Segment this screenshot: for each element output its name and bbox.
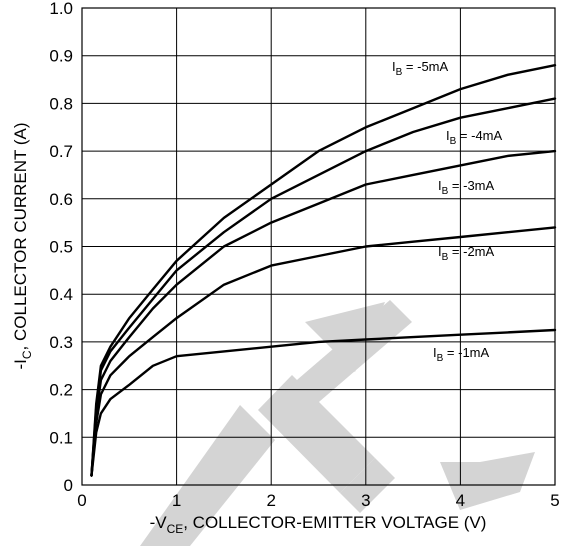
y-tick-label: 0.9 [49,47,73,66]
y-tick-label: 1.0 [49,0,73,18]
grid [82,8,555,485]
y-tick-label: 0.1 [49,428,73,447]
y-axis-title: -IC, COLLECTOR CURRENT (A) [11,122,34,369]
series-line-1 [90,63,557,477]
y-tick-label: 0.4 [49,285,73,304]
watermark [140,300,535,546]
series-line-5 [90,328,557,477]
series-label-ib-2ma: IB = -2mA [438,244,495,263]
x-tick-label: 4 [456,491,465,510]
series-label-ib-1ma: IB = -1mA [433,345,490,364]
series-label-ib-4ma: IB = -4mA [446,128,503,147]
y-tick-label: 0.2 [49,381,73,400]
x-tick-label: 1 [172,491,181,510]
y-tick-label: 0.8 [49,94,73,113]
y-tick-label: 0 [64,476,73,495]
series-line-3 [90,149,557,477]
x-tick-label: 0 [77,491,86,510]
x-tick-label: 5 [550,491,559,510]
series-line-2 [90,97,557,477]
y-tick-labels: 0 0.1 0.2 0.3 0.4 0.5 0.6 0.7 0.8 0.9 1.0 [49,0,73,495]
series-label-ib-5ma: IB = -5mA [392,59,449,78]
y-tick-label: 0.7 [49,142,73,161]
x-axis-title: -VCE, COLLECTOR-EMITTER VOLTAGE (V) [150,513,487,536]
series-line-4 [90,226,557,477]
y-tick-label: 0.6 [49,190,73,209]
series-label-ib-3ma: IB = -3mA [438,178,495,197]
plot-frame [81,7,556,486]
x-tick-label: 3 [361,491,370,510]
series-lines [90,63,557,477]
x-tick-labels: 0 1 2 3 4 5 [77,491,559,510]
x-tick-label: 2 [266,491,275,510]
y-tick-label: 0.5 [49,238,73,257]
y-tick-label: 0.3 [49,333,73,352]
